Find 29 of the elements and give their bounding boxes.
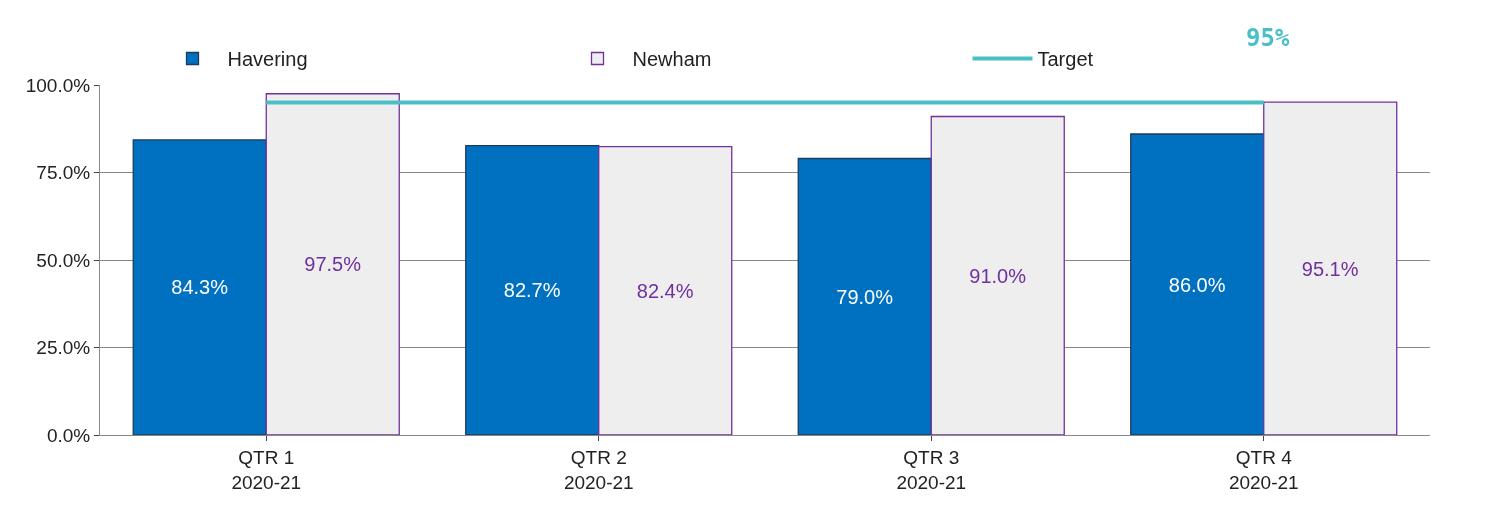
data-label: 97.5% bbox=[304, 253, 362, 276]
bar bbox=[265, 93, 400, 435]
bar bbox=[1263, 101, 1398, 435]
text: 95% bbox=[1246, 24, 1290, 52]
data-label: 86.0% bbox=[1168, 273, 1226, 296]
y-tick-label: 75.0% bbox=[36, 162, 91, 184]
x-tick-label: QTR 3 2020-21 bbox=[896, 446, 967, 493]
bar bbox=[797, 157, 932, 435]
legend-label: Newham bbox=[632, 48, 712, 71]
data-label: 79.0% bbox=[836, 285, 894, 308]
legend-label: Target bbox=[1037, 48, 1094, 71]
bar bbox=[465, 144, 600, 435]
bar bbox=[598, 145, 733, 435]
y-tick-label: 0.0% bbox=[46, 424, 91, 446]
x-tick-label: QTR 1 2020-21 bbox=[231, 446, 302, 493]
x-tick-label: QTR 4 2020-21 bbox=[1228, 446, 1299, 493]
legend-label: Havering bbox=[227, 48, 308, 71]
x-tick-label: QTR 2 2020-21 bbox=[563, 446, 634, 493]
data-label: 82.7% bbox=[503, 279, 561, 302]
data-label: 91.0% bbox=[969, 264, 1027, 287]
y-tick-label: 100.0% bbox=[25, 74, 91, 96]
data-label: 95.1% bbox=[1301, 257, 1359, 280]
data-label: 82.4% bbox=[636, 279, 694, 302]
bar bbox=[1130, 133, 1265, 435]
bar bbox=[930, 115, 1065, 435]
bar bbox=[132, 139, 267, 435]
y-tick-label: 25.0% bbox=[36, 337, 91, 359]
y-tick-label: 50.0% bbox=[36, 249, 91, 271]
data-label: 84.3% bbox=[171, 276, 229, 299]
